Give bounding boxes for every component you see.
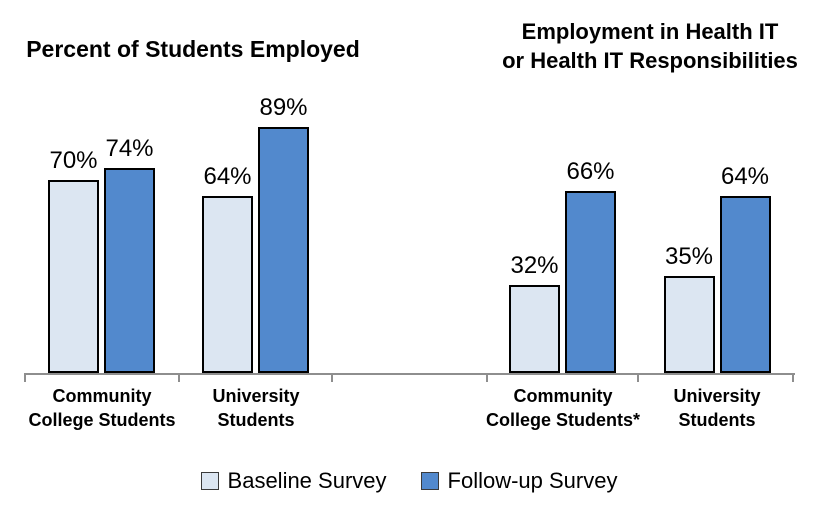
category-label-community-college-right: Community College Students*: [468, 384, 658, 432]
bar-baseline-survey: [202, 196, 253, 373]
category-label-line: Community: [513, 386, 613, 406]
bar-follow-up-survey: [719, 196, 771, 373]
category-label-line: University: [212, 386, 300, 406]
right-panel-title: Employment in Health IT or Health IT Res…: [480, 17, 818, 75]
bar-value-label: 74%: [105, 135, 154, 163]
bar-value-label: 64%: [203, 163, 252, 191]
x-axis-tick: [331, 373, 333, 382]
category-label-line: Students: [678, 410, 756, 430]
x-axis-line: [25, 373, 795, 375]
left-panel-title: Percent of Students Employed: [26, 36, 360, 62]
bar-value-label: 66%: [566, 157, 615, 185]
follow-up-survey-swatch-icon: [420, 472, 439, 490]
legend-item-baseline-survey: Baseline Survey: [200, 467, 387, 495]
category-label-university-left: University Students: [161, 384, 351, 432]
category-label-university-right: University Students: [622, 384, 812, 432]
category-label-line: University: [673, 386, 761, 406]
category-label-line: Community: [52, 386, 152, 406]
x-axis-tick: [637, 373, 639, 382]
bar-baseline-survey: [509, 284, 560, 373]
x-axis-tick: [178, 373, 180, 382]
bar-value-label: 89%: [259, 94, 308, 121]
category-label-line: College Students: [28, 410, 176, 430]
x-axis-tick: [792, 373, 794, 382]
right-panel-title-line-1: Employment in Health IT: [521, 19, 779, 44]
bar-baseline-survey: [663, 276, 715, 373]
x-axis-tick: [486, 373, 488, 382]
legend: Baseline Survey Follow-up Survey: [0, 467, 818, 495]
category-label-line: College Students*: [485, 410, 641, 430]
category-label-community-college-left: Community College Students: [7, 384, 197, 432]
x-axis-tick: [24, 373, 26, 382]
category-label-line: Students: [217, 410, 295, 430]
bar-value-label: 35%: [664, 243, 714, 271]
legend-item-followup-survey: Follow-up Survey: [420, 467, 618, 495]
bar-value-label: 70%: [49, 146, 98, 174]
bar-value-label: 64%: [720, 163, 770, 191]
baseline-survey-swatch-icon: [200, 472, 219, 490]
right-panel-title-line-2: or Health IT Responsibilities: [502, 48, 798, 73]
legend-label: Baseline Survey: [227, 468, 387, 493]
bar-baseline-survey: [48, 179, 99, 373]
bar-follow-up-survey: [258, 127, 309, 373]
bar-value-label: 32%: [510, 251, 559, 279]
bar-follow-up-survey: [104, 168, 155, 373]
bar-follow-up-survey: [565, 190, 616, 373]
legend-label: Follow-up Survey: [447, 468, 618, 493]
